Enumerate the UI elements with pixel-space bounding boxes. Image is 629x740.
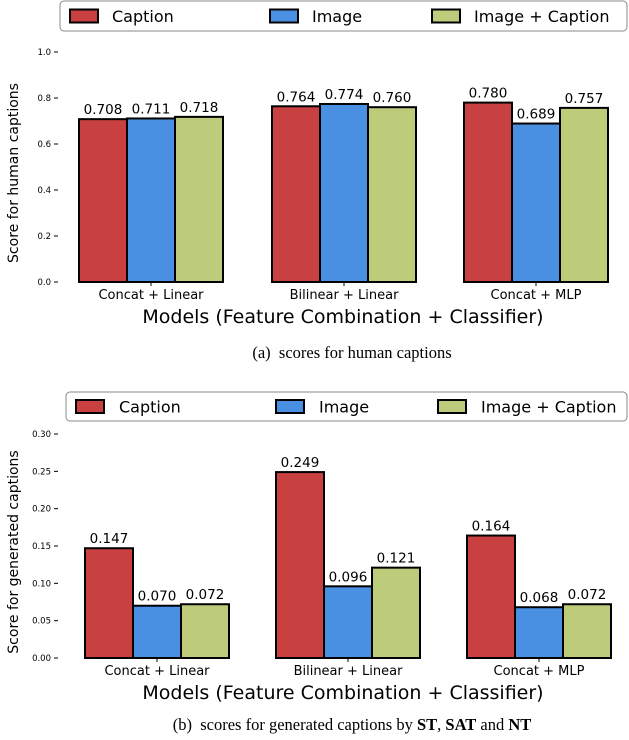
bar-value-label: 0.774 [325, 87, 364, 103]
bar-value-label: 0.096 [329, 569, 368, 585]
legend-swatch [275, 399, 305, 414]
legend-swatch [431, 8, 461, 24]
bar-image-caption [371, 566, 421, 659]
x-tick-label: Concat + Linear [104, 664, 210, 679]
bar-caption [466, 534, 516, 660]
caption-part-text: scores for human captions [279, 343, 452, 362]
bar-value-label: 0.711 [132, 101, 171, 117]
bar-image [511, 122, 561, 283]
bar-image [319, 102, 369, 284]
y-tick-label: 0.25 [32, 467, 51, 477]
caption-part-st: ST [417, 715, 437, 734]
bar-value-label: 0.164 [472, 519, 511, 535]
y-tick-label: 0.2 [37, 232, 51, 242]
caption-part-nt: NT [508, 715, 531, 734]
y-tick-label: 0.20 [32, 505, 51, 515]
bar-value-label: 0.760 [373, 90, 412, 106]
y-tick-label: 0.4 [37, 186, 51, 196]
caption-part-sat: SAT [445, 715, 476, 734]
caption-part-prefix: (a) [252, 343, 270, 362]
caption-part-and: and [480, 715, 505, 734]
legend-label: Caption [119, 398, 181, 417]
bar-caption [78, 118, 128, 283]
legend-label: Image + Caption [474, 7, 609, 26]
bar-value-label: 0.780 [469, 86, 508, 102]
caption-part-prefix: (b) [173, 715, 192, 734]
bar-value-label: 0.718 [180, 100, 219, 116]
bar-image-caption [367, 106, 417, 283]
y-tick-label: 0.10 [32, 579, 51, 589]
legend-swatch [269, 8, 299, 24]
y-tick-label: 1.0 [37, 48, 51, 58]
chart-panel-b: 0.00 0.05 0.10 0.15 0.20 0.25 0.30 Score for ge… [6, 391, 628, 734]
y-tick-label: 0.00 [32, 654, 51, 664]
y-tick-label: 0.05 [32, 617, 51, 627]
y-tick-label: 0.0 [37, 278, 51, 288]
x-tick-label: Concat + MLP [491, 288, 582, 303]
legend-swatch [75, 399, 105, 414]
bar-caption [271, 105, 321, 283]
caption-part-sep: , [437, 715, 441, 734]
bar-image-caption [562, 603, 612, 659]
y-tick-label: 0.15 [32, 542, 51, 552]
legend-label: Image [312, 7, 362, 26]
y-axis-label: Score for generated captions [6, 450, 22, 653]
bar-image-caption [174, 115, 224, 283]
x-tick-label: Concat + MLP [494, 664, 585, 679]
y-tick-label: 0.8 [37, 94, 51, 104]
legend-frame [59, 0, 628, 32]
bar-image [126, 117, 176, 283]
bar-value-label: 0.689 [517, 107, 556, 123]
caption-part-text: scores for generated captions by [200, 715, 413, 734]
bar-caption [463, 101, 513, 283]
bar-caption [275, 471, 325, 659]
bar-value-label: 0.764 [277, 89, 316, 105]
subfigure-caption: (a) scores for human captions [252, 343, 451, 362]
chart-panel-a: 0.0 0.2 0.4 0.6 0.8 1.0 Score for human captio… [6, 0, 628, 362]
bar-value-label: 0.147 [90, 531, 129, 547]
bar-image [323, 585, 373, 660]
legend-swatch [69, 8, 99, 24]
bar-value-label: 0.070 [138, 589, 177, 605]
bar-value-label: 0.072 [568, 587, 607, 603]
legend: Caption Image Image + Caption [59, 0, 628, 32]
y-tick-label: 0.6 [37, 140, 51, 150]
bar-value-label: 0.068 [520, 590, 559, 606]
bar-image-caption [180, 603, 230, 659]
y-axis-label: Score for human captions [6, 83, 22, 263]
bar-image [514, 606, 564, 660]
x-tick-label: Bilinear + Linear [294, 664, 404, 679]
legend-label: Image + Caption [481, 398, 616, 417]
legend-swatch [437, 399, 467, 414]
legend-frame [65, 391, 628, 422]
x-tick-label: Bilinear + Linear [290, 288, 400, 303]
bar-image-caption [559, 106, 609, 283]
bar-value-label: 0.757 [565, 91, 604, 107]
legend-label: Caption [112, 7, 174, 26]
y-tick-label: 0.30 [32, 430, 51, 440]
x-tick-label: Concat + Linear [98, 288, 204, 303]
bar-value-label: 0.072 [186, 587, 225, 603]
bar-value-label: 0.249 [281, 455, 320, 471]
legend-label: Image [319, 398, 369, 417]
bar-value-label: 0.708 [84, 102, 123, 118]
x-axis-label: Models (Feature Combination + Classifier… [142, 682, 543, 704]
bar-caption [84, 547, 134, 659]
x-axis-label: Models (Feature Combination + Classifier… [142, 306, 543, 328]
bar-image [132, 604, 182, 660]
legend: Caption Image Image + Caption [65, 391, 628, 422]
subfigure-caption: (b) scores for generated captions by ST,… [173, 715, 532, 734]
bar-value-label: 0.121 [377, 551, 416, 567]
